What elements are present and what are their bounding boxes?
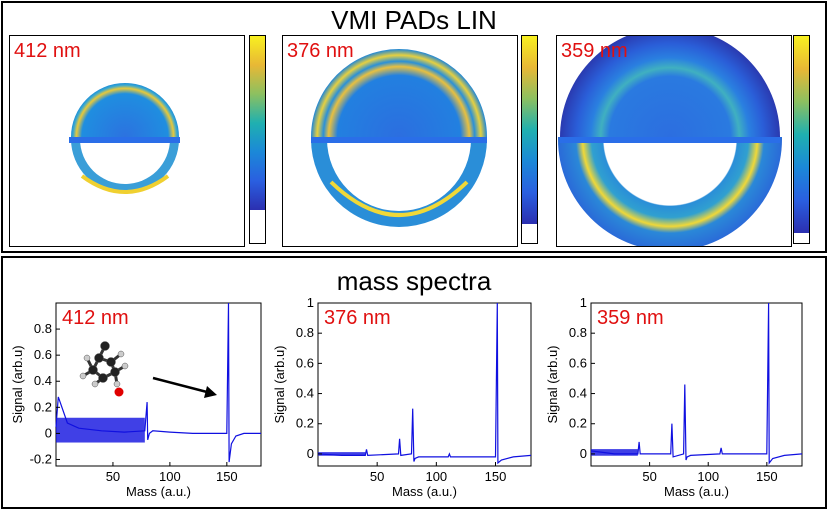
spectrum-chart-0: 50 100 150 -0.2 0 0.2 0.4 0.6 0.8 Mass (a.u.) Sign…	[10, 302, 262, 499]
spectrum-noise-band-1	[318, 452, 366, 456]
x-axis-label-0: Mass (a.u.)	[126, 484, 191, 499]
pad-label-376: 376 nm	[287, 40, 354, 62]
y-tick-label-0-0: -0.2	[30, 451, 52, 466]
molecule-annotation	[79, 341, 217, 398]
spectrum-line-2	[590, 302, 803, 465]
pad-359-mid-strip	[560, 137, 780, 143]
x-tick-label-1-2: 150	[485, 469, 507, 484]
y-tick-label-2-5: 1	[580, 295, 587, 310]
pad-image-412: 412 nm	[9, 35, 245, 247]
pad-412-lower-bright-arc	[80, 174, 170, 194]
spectrum-wavelength-label-1: 376 nm	[324, 307, 391, 329]
molecule-atom-5	[98, 373, 108, 383]
pad-412-lower-hole	[80, 137, 170, 184]
y-tick-label-0-3: 0.4	[34, 373, 52, 388]
y-tick-label-0-5: 0.8	[34, 321, 52, 336]
y-tick-label-1-4: 0.8	[296, 325, 314, 340]
x-tick-label-2-2: 150	[756, 469, 778, 484]
x-tick-label-2-1: 100	[697, 469, 719, 484]
vmi-pads-panel: VMI PADs LIN 412 nm	[1, 1, 827, 253]
vmi-pads-title: VMI PADs LIN	[331, 5, 497, 35]
pad-image-412-svg	[69, 83, 180, 194]
molecule-atom-1	[94, 353, 104, 363]
y-tick-label-1-1: 0.2	[296, 416, 314, 431]
pad-376-upper-half	[311, 49, 487, 137]
colorbar-359	[793, 35, 810, 244]
spectrum-chart-2: 50 100 150 0 0.2 0.4 0.6 0.8 1 Mass (a.u.) Signal …	[545, 295, 803, 499]
molecule-atom-9	[113, 380, 121, 388]
y-tick-label-2-2: 0.4	[569, 386, 587, 401]
y-tick-label-1-0: 0	[307, 446, 314, 461]
pad-label-412: 412 nm	[14, 40, 81, 62]
spectrum-noise-band-2	[591, 449, 638, 456]
pad-412-mid-strip	[69, 137, 180, 143]
pad-image-376-svg	[311, 49, 487, 227]
pad-412-upper-half	[71, 83, 179, 137]
colorbar-412-fill	[250, 36, 265, 210]
y-tick-label-1-2: 0.4	[296, 386, 314, 401]
spectrum-wavelength-label-0: 412 nm	[62, 307, 129, 329]
y-tick-label-2-0: 0	[580, 446, 587, 461]
y-axis-label-1: Signal (arb.u)	[272, 345, 287, 423]
molecule-atom-8	[121, 362, 129, 370]
molecule-oxygen-atom	[114, 387, 124, 397]
colorbar-412	[249, 35, 266, 244]
y-tick-label-0-4: 0.6	[34, 347, 52, 362]
molecule-atom-10	[91, 380, 99, 388]
molecule-atom-2	[106, 357, 116, 367]
x-axis-label-2: Mass (a.u.)	[664, 484, 729, 499]
spectrum-line-1	[317, 302, 532, 465]
molecule-atom-3	[88, 365, 98, 375]
annotation-arrow-shaft	[152, 376, 208, 394]
pad-376-lower-hole	[327, 137, 471, 211]
x-tick-label-2-0: 50	[642, 469, 656, 484]
y-tick-label-2-3: 0.6	[569, 355, 587, 370]
x-tick-label-0-2: 150	[216, 469, 238, 484]
colorbar-359-fill	[794, 36, 809, 233]
x-tick-label-0-0: 50	[106, 469, 120, 484]
pad-359-upper-half	[560, 36, 780, 137]
molecule-atom-0	[100, 341, 110, 351]
x-tick-label-1-0: 50	[370, 469, 384, 484]
y-tick-label-1-5: 1	[307, 295, 314, 310]
pad-image-359: 359 nm	[556, 35, 792, 247]
spectrum-chart-1: 50 100 150 0 0.2 0.4 0.6 0.8 1 Mass (a.u.) Signal …	[272, 295, 532, 499]
x-tick-label-1-1: 100	[425, 469, 447, 484]
annotation-arrow-head	[204, 386, 217, 398]
pad-image-376: 376 nm	[282, 35, 518, 247]
mass-spectra-title: mass spectra	[336, 266, 492, 296]
spectrum-noise-band-0	[56, 417, 145, 443]
molecule-atom-6	[83, 354, 91, 362]
y-tick-label-0-2: 0.2	[34, 399, 52, 414]
spectrum-wavelength-label-2: 359 nm	[597, 307, 664, 329]
molecule-atom-4	[110, 367, 120, 377]
pad-label-359: 359 nm	[561, 40, 628, 62]
molecule-atom-11	[79, 372, 87, 380]
colorbar-376-fill	[522, 36, 537, 225]
mass-spectra-panel: mass spectra 50 100 150 -0.2 0 0.2 0.4 0.6 0.8 Ma…	[1, 256, 827, 509]
pad-376-mid-strip	[311, 137, 487, 143]
pad-359-lower-ring	[558, 137, 782, 246]
x-tick-label-0-1: 100	[159, 469, 181, 484]
y-tick-label-0-1: 0	[45, 425, 52, 440]
y-axis-label-0: Signal (arb.u)	[10, 345, 25, 423]
y-axis-label-2: Signal (arb.u)	[545, 345, 560, 423]
x-axis-label-1: Mass (a.u.)	[392, 484, 457, 499]
y-tick-label-1-3: 0.6	[296, 355, 314, 370]
y-tick-label-2-1: 0.2	[569, 416, 587, 431]
molecule-atom-7	[117, 350, 125, 358]
y-tick-label-2-4: 0.8	[569, 325, 587, 340]
pad-376-lower-bright-arc	[329, 180, 469, 217]
pad-image-359-svg	[558, 36, 782, 246]
colorbar-376	[521, 35, 538, 244]
